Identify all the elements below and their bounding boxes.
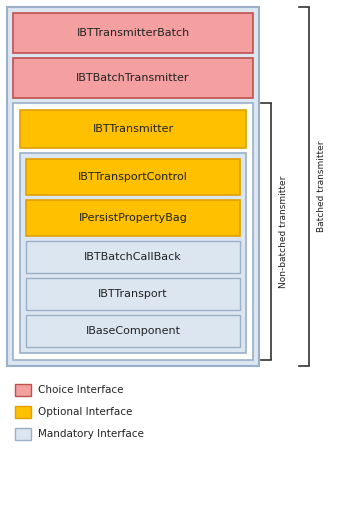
Text: IBTBatchTransmitter: IBTBatchTransmitter [76, 73, 190, 83]
Text: Batched transmitter: Batched transmitter [317, 141, 325, 232]
Bar [13, 103, 253, 360]
Bar [20, 110, 246, 148]
Bar [26, 200, 240, 236]
Bar [26, 159, 240, 195]
Bar [26, 278, 240, 310]
Bar [15, 406, 31, 418]
Bar [26, 241, 240, 273]
Bar [20, 153, 246, 353]
Text: IBTTransmitter: IBTTransmitter [93, 124, 174, 134]
Text: IBTTransportControl: IBTTransportControl [78, 172, 188, 182]
Text: IPersistPropertyBag: IPersistPropertyBag [79, 213, 187, 223]
Bar [26, 315, 240, 347]
Text: IBaseComponent: IBaseComponent [85, 326, 180, 336]
Text: Choice Interface: Choice Interface [38, 385, 123, 395]
Bar [7, 7, 259, 366]
Text: IBTTransport: IBTTransport [98, 289, 168, 299]
Text: Optional Interface: Optional Interface [38, 407, 132, 417]
Bar [15, 384, 31, 396]
Bar [13, 13, 253, 53]
Text: IBTBatchCallBack: IBTBatchCallBack [84, 252, 182, 262]
Text: IBTTransmitterBatch: IBTTransmitterBatch [76, 28, 190, 38]
Text: Mandatory Interface: Mandatory Interface [38, 429, 144, 439]
Bar [15, 428, 31, 440]
Bar [13, 58, 253, 98]
Text: Non-batched transmitter: Non-batched transmitter [279, 175, 287, 288]
